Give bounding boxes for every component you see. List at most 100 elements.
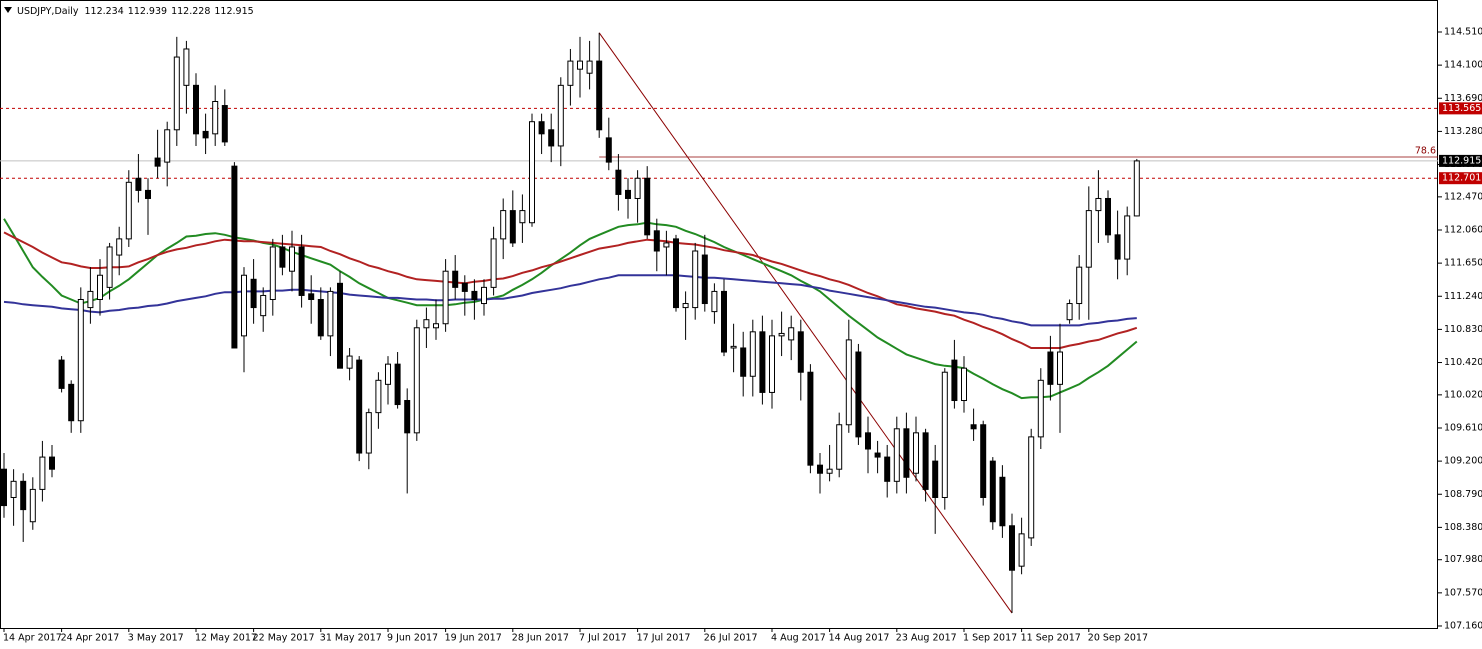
menu-triangle[interactable] bbox=[4, 7, 12, 13]
candle-body bbox=[490, 238, 497, 288]
candle-body bbox=[1, 468, 7, 507]
y-tick-label: 107.160 bbox=[1444, 620, 1482, 631]
candle-body bbox=[634, 177, 641, 199]
candle-body bbox=[625, 189, 631, 199]
y-tick-label: 109.200 bbox=[1444, 456, 1482, 467]
candle-body bbox=[989, 460, 996, 523]
candle-body bbox=[1133, 160, 1140, 217]
price-tag-label: 113.565 bbox=[1442, 103, 1481, 114]
candle-body bbox=[519, 210, 526, 224]
candle-body bbox=[1085, 210, 1092, 268]
candle-body bbox=[404, 400, 411, 434]
candle-body bbox=[346, 355, 353, 369]
y-tick-label: 108.380 bbox=[1444, 522, 1482, 533]
fib-level-label: 78.6 bbox=[1415, 145, 1436, 156]
moving-average bbox=[3, 218, 1138, 400]
x-tick-label: 11 Sep 2017 bbox=[1021, 633, 1081, 644]
moving-average bbox=[3, 231, 1138, 349]
x-tick-label: 14 Aug 2017 bbox=[829, 633, 890, 644]
candle-body bbox=[922, 432, 929, 490]
candle-body bbox=[317, 298, 324, 337]
x-tick-label: 4 Aug 2017 bbox=[771, 633, 826, 644]
price-tag bbox=[1439, 102, 1482, 115]
candle-body bbox=[1095, 197, 1102, 212]
candle-body bbox=[308, 293, 315, 300]
fib-trendline bbox=[598, 32, 1013, 614]
candle-body bbox=[663, 242, 670, 248]
candle-body bbox=[855, 351, 862, 438]
header-open: 112.234 bbox=[84, 6, 123, 17]
candle-body bbox=[29, 488, 36, 523]
candle-body bbox=[586, 60, 593, 74]
candle-body bbox=[10, 480, 17, 498]
candle-body bbox=[596, 60, 603, 131]
candle-body bbox=[145, 189, 151, 199]
candle-body bbox=[797, 331, 804, 373]
x-tick-label: 17 Jul 2017 bbox=[637, 633, 691, 644]
candle-body bbox=[413, 327, 420, 434]
y-tick-label: 112.060 bbox=[1444, 224, 1482, 235]
candle-body bbox=[269, 246, 276, 300]
x-tick-label: 1 Sep 2017 bbox=[963, 633, 1017, 644]
candle-body bbox=[557, 84, 564, 147]
candle-body bbox=[500, 210, 507, 240]
candle-body bbox=[1028, 436, 1035, 539]
candle-body bbox=[653, 230, 660, 252]
y-tick-label: 113.280 bbox=[1444, 126, 1482, 137]
candle-body bbox=[692, 250, 699, 309]
candle-body bbox=[327, 290, 334, 337]
candle-body bbox=[20, 480, 27, 511]
candle-body bbox=[845, 339, 852, 426]
y-tick-label: 113.690 bbox=[1444, 93, 1482, 104]
candle-body bbox=[605, 137, 612, 163]
candle-body bbox=[241, 274, 247, 337]
candle-body bbox=[980, 424, 987, 498]
candle-body bbox=[759, 331, 766, 393]
candle-body bbox=[183, 48, 190, 86]
candle-body bbox=[615, 169, 622, 195]
candle-body bbox=[212, 101, 219, 135]
candle-body bbox=[1018, 533, 1025, 567]
x-tick-label: 23 Aug 2017 bbox=[896, 633, 957, 644]
candle-body bbox=[788, 327, 795, 341]
candle-body bbox=[279, 246, 286, 268]
candle-body bbox=[58, 359, 65, 389]
y-tick-label: 110.830 bbox=[1444, 324, 1482, 335]
x-tick-label: 9 Jun 2017 bbox=[387, 633, 438, 644]
candle-body bbox=[701, 254, 708, 305]
x-tick-label: 24 Apr 2017 bbox=[61, 633, 120, 644]
candle-body bbox=[231, 165, 238, 349]
header-close: 112.915 bbox=[214, 6, 253, 17]
candle-body bbox=[529, 121, 535, 224]
candle-body bbox=[289, 246, 295, 272]
candle-body bbox=[461, 282, 468, 292]
x-tick-label: 20 Sep 2017 bbox=[1088, 633, 1148, 644]
x-tick-label: 12 May 2017 bbox=[195, 633, 257, 644]
candle-body bbox=[961, 367, 967, 402]
chart-title: USDJPY,Daily bbox=[17, 6, 79, 17]
candle-body bbox=[356, 359, 363, 454]
x-tick-label: 19 Jun 2017 bbox=[445, 633, 502, 644]
candle-body bbox=[778, 332, 785, 337]
candle-body bbox=[1066, 303, 1073, 321]
candle-body bbox=[807, 371, 814, 466]
candle-body bbox=[1114, 234, 1121, 260]
candle-body bbox=[481, 286, 487, 305]
candle-body bbox=[903, 428, 910, 478]
candle-body bbox=[913, 432, 919, 474]
candle-body bbox=[749, 331, 756, 377]
candle-body bbox=[577, 60, 583, 70]
candle-body bbox=[711, 290, 718, 313]
x-tick-label: 7 Jul 2017 bbox=[579, 633, 627, 644]
y-tick-label: 110.420 bbox=[1444, 357, 1482, 368]
candle-body bbox=[509, 210, 516, 244]
y-tick-label: 107.980 bbox=[1444, 554, 1482, 565]
x-tick-label: 26 Jul 2017 bbox=[704, 633, 758, 644]
candle-body bbox=[87, 290, 94, 309]
y-tick-label: 110.020 bbox=[1444, 389, 1482, 400]
x-tick-label: 14 Apr 2017 bbox=[3, 633, 62, 644]
header-low: 112.228 bbox=[171, 6, 210, 17]
candle-body bbox=[452, 270, 459, 288]
